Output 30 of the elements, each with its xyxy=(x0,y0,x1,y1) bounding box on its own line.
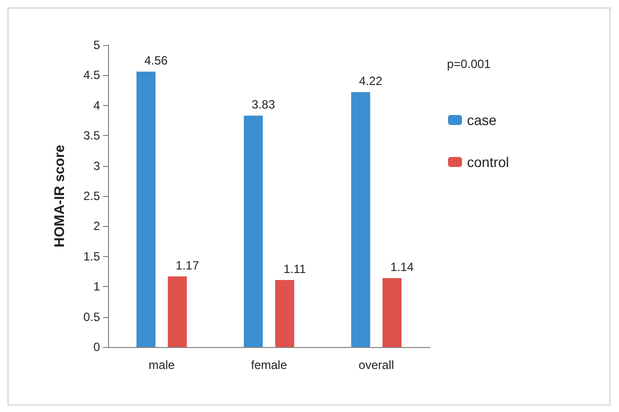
bar xyxy=(168,276,187,347)
data-label: 1.11 xyxy=(283,262,306,276)
bar xyxy=(351,92,370,347)
y-tick-label: 1.5 xyxy=(83,249,100,264)
y-tick-label: 0.5 xyxy=(83,310,100,324)
y-tick-label: 5 xyxy=(93,38,100,52)
y-tick-label: 3.5 xyxy=(83,128,100,143)
x-tick-label: female xyxy=(250,358,288,372)
bar xyxy=(382,278,402,347)
y-axis-title: HOMA-IR score xyxy=(51,144,67,248)
data-label: 1.14 xyxy=(390,260,414,274)
data-label: 4.22 xyxy=(358,74,383,88)
legend-label: case xyxy=(467,112,497,128)
bar xyxy=(275,280,294,347)
x-tick-label: overall xyxy=(358,358,394,372)
bar xyxy=(244,116,263,347)
legend-label: control xyxy=(467,154,510,170)
text: p=0.001 xyxy=(447,57,492,71)
y-tick-label: 2 xyxy=(93,219,100,234)
y-tick-label: 1 xyxy=(93,280,100,294)
x-tick-label: male xyxy=(148,358,175,372)
data-label: 3.83 xyxy=(252,98,276,112)
data-label: 4.56 xyxy=(144,54,168,68)
data-label: 1.17 xyxy=(176,258,200,272)
bar xyxy=(136,72,156,347)
y-tick-label: 3 xyxy=(93,158,100,173)
y-tick-label: 4.5 xyxy=(83,68,100,82)
y-tick-label: 4 xyxy=(93,98,100,112)
y-tick-label: 0 xyxy=(93,340,100,354)
y-tick-label: 2.5 xyxy=(83,189,100,203)
